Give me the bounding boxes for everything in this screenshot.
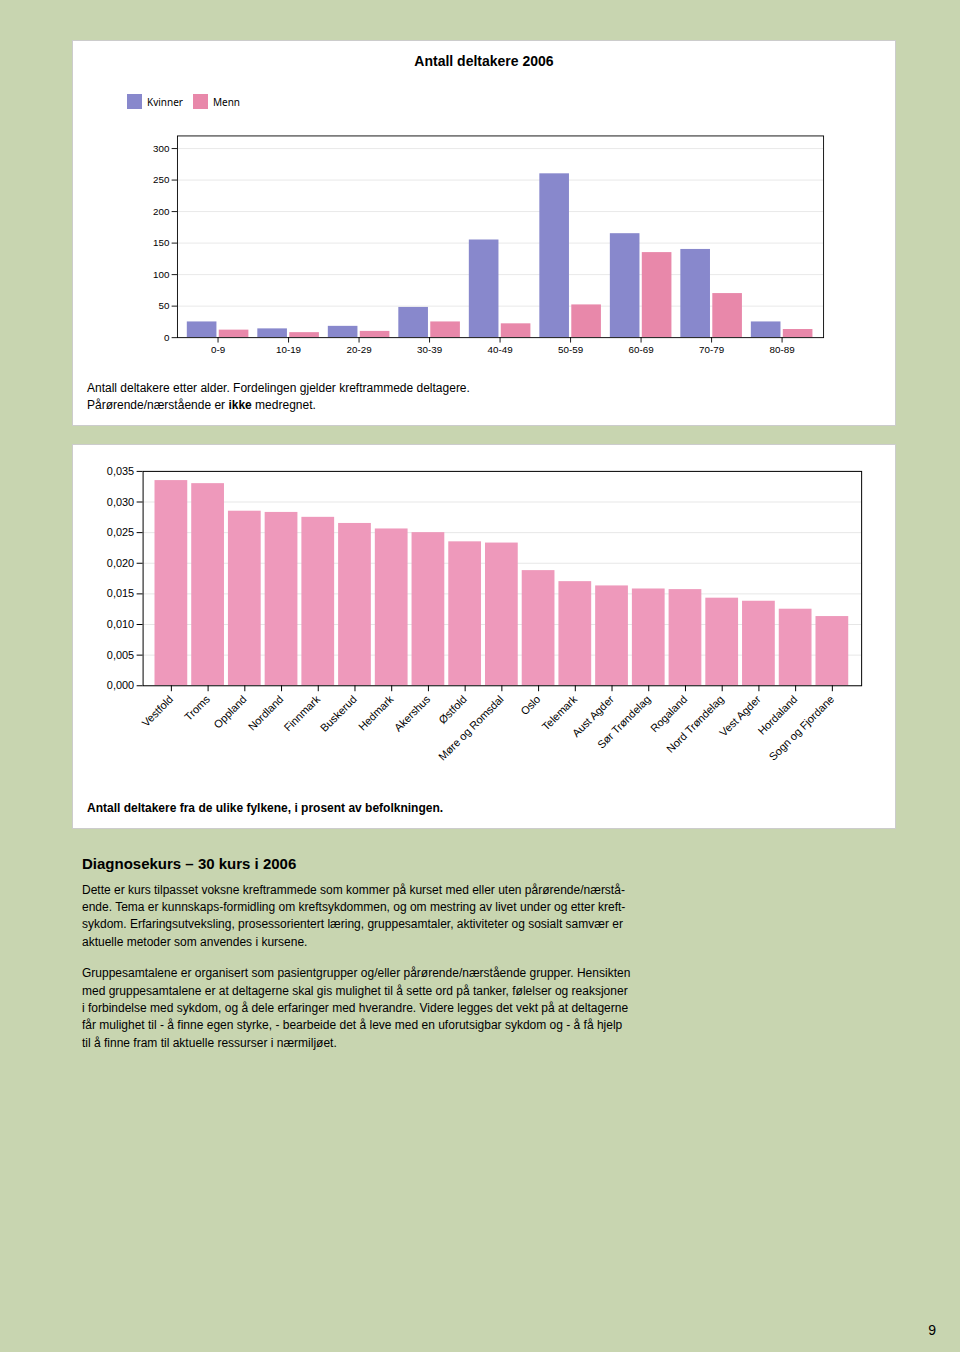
html-text:Diagnosekurs – 30 kurs i 2006: Diagnosekurs – 30 kurs i 2006 xyxy=(82,854,297,872)
svg-text:0,015: 0,015 xyxy=(107,587,134,599)
html-text:9: 9 xyxy=(928,1322,936,1338)
svg-text:30-39: 30-39 xyxy=(417,344,442,355)
svg-text:80-89: 80-89 xyxy=(770,344,795,355)
svg-text:Telemark: Telemark xyxy=(539,692,580,733)
svg-text:0,010: 0,010 xyxy=(107,618,134,630)
svg-text:Rogaland: Rogaland xyxy=(647,692,690,735)
svg-text:150: 150 xyxy=(153,237,170,248)
svg-text:Møre og Romsdal: Møre og Romsdal xyxy=(436,693,506,763)
svg-text:Sogn og Fjordane: Sogn og Fjordane xyxy=(766,693,836,763)
svg-text:0,005: 0,005 xyxy=(107,648,134,660)
svg-text:100: 100 xyxy=(153,269,170,280)
svg-text:250: 250 xyxy=(153,174,170,185)
svg-text:0: 0 xyxy=(164,332,170,343)
svg-text:Aust Agder: Aust Agder xyxy=(569,692,616,739)
svg-text:Buskerud: Buskerud xyxy=(318,693,359,734)
svg-text:Hordaland: Hordaland xyxy=(755,692,800,737)
svg-text:Sør Trøndelag: Sør Trøndelag xyxy=(595,693,653,751)
svg-text:40-49: 40-49 xyxy=(488,344,513,355)
svg-text:0,030: 0,030 xyxy=(107,495,134,507)
svg-text:Nordland: Nordland xyxy=(246,693,286,733)
svg-text:Oslo: Oslo xyxy=(518,693,542,717)
svg-text:200: 200 xyxy=(153,206,170,217)
svg-text:70-79: 70-79 xyxy=(699,344,724,355)
html-text:Antall deltakere etter alder.: Antall deltakere etter alder. Fordelinge… xyxy=(87,381,470,395)
html-text:Menn: Menn xyxy=(213,94,241,109)
svg-text:Hedmark: Hedmark xyxy=(356,692,396,732)
svg-text:300: 300 xyxy=(153,143,170,154)
svg-text:Finnmark: Finnmark xyxy=(282,692,323,733)
svg-text:10-19: 10-19 xyxy=(276,344,301,355)
svg-text:Østfold: Østfold xyxy=(436,693,469,726)
svg-text:50-59: 50-59 xyxy=(558,344,583,355)
svg-text:0,025: 0,025 xyxy=(107,526,134,538)
svg-text:60-69: 60-69 xyxy=(629,344,654,355)
svg-text:0,020: 0,020 xyxy=(107,557,134,569)
html-text:Dette er kurs tilpasset voksne: Dette er kurs tilpasset voksne kreftramm… xyxy=(82,882,626,949)
html-text:Pårørende/nærstående er ikke m: Pårørende/nærstående er ikke medregnet. xyxy=(87,398,316,413)
html-text:Antall deltakere 2006: Antall deltakere 2006 xyxy=(414,53,554,69)
svg-text:Troms: Troms xyxy=(182,692,212,722)
svg-text:Oppland: Oppland xyxy=(211,693,249,731)
svg-text:Vestfold: Vestfold xyxy=(139,693,175,729)
svg-text:Akershus: Akershus xyxy=(392,692,433,733)
svg-text:0-9: 0-9 xyxy=(211,344,225,355)
svg-text:Nord Trøndelag: Nord Trøndelag xyxy=(664,693,726,755)
html-text:Gruppesamtalene er organisert: Gruppesamtalene er organisert som pasien… xyxy=(82,966,631,1050)
svg-text:Vest Agder: Vest Agder xyxy=(717,692,763,738)
svg-text:50: 50 xyxy=(158,300,169,311)
html-text:Kvinner: Kvinner xyxy=(147,94,183,109)
svg-text:20-29: 20-29 xyxy=(347,344,372,355)
svg-text:0,000: 0,000 xyxy=(107,679,134,691)
html-text:Antall deltakere fra de ulike: Antall deltakere fra de ulike fylkene, i… xyxy=(87,801,444,816)
svg-text:0,035: 0,035 xyxy=(107,465,134,477)
